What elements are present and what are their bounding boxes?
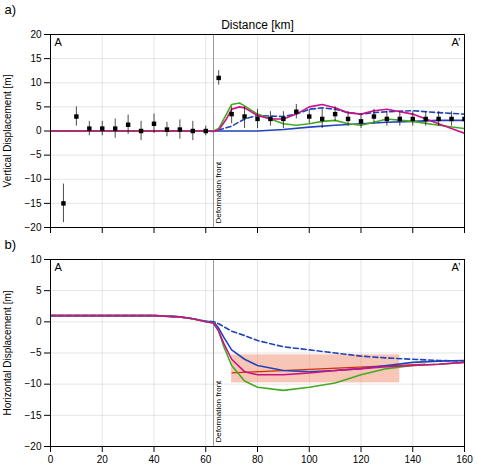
svg-text:40: 40 <box>148 454 160 465</box>
svg-text:b): b) <box>5 237 17 252</box>
svg-text:10: 10 <box>30 77 42 88</box>
svg-text:10: 10 <box>30 254 42 265</box>
svg-text:5: 5 <box>36 101 42 112</box>
svg-text:−10: −10 <box>25 173 42 184</box>
svg-text:−20: −20 <box>25 222 42 233</box>
svg-text:−10: −10 <box>25 378 42 389</box>
svg-text:Deformation front: Deformation front <box>214 161 223 224</box>
svg-text:A: A <box>55 261 63 273</box>
svg-text:−5: −5 <box>30 347 42 358</box>
svg-text:Horizontal Displacement [m]: Horizontal Displacement [m] <box>2 290 13 415</box>
svg-text:60: 60 <box>200 454 212 465</box>
svg-text:Deformation front: Deformation front <box>214 380 223 443</box>
svg-text:−15: −15 <box>25 198 42 209</box>
svg-text:80: 80 <box>252 454 264 465</box>
svg-text:0: 0 <box>36 125 42 136</box>
svg-text:A: A <box>55 36 63 48</box>
svg-text:140: 140 <box>404 454 421 465</box>
svg-text:−20: −20 <box>25 441 42 452</box>
svg-text:a): a) <box>5 2 17 17</box>
svg-text:Distance [km]: Distance [km] <box>221 18 294 32</box>
svg-text:160: 160 <box>456 454 473 465</box>
svg-text:100: 100 <box>301 454 318 465</box>
svg-text:A’: A’ <box>452 261 461 273</box>
svg-text:0: 0 <box>36 316 42 327</box>
svg-text:20: 20 <box>97 454 109 465</box>
svg-text:5: 5 <box>36 285 42 296</box>
svg-text:−15: −15 <box>25 410 42 421</box>
svg-text:0: 0 <box>48 454 54 465</box>
svg-text:−5: −5 <box>30 149 42 160</box>
svg-text:120: 120 <box>353 454 370 465</box>
svg-text:Vertical Displacement [m]: Vertical Displacement [m] <box>2 74 13 187</box>
svg-text:A’: A’ <box>452 36 461 48</box>
svg-text:15: 15 <box>30 53 42 64</box>
svg-text:20: 20 <box>30 29 42 40</box>
